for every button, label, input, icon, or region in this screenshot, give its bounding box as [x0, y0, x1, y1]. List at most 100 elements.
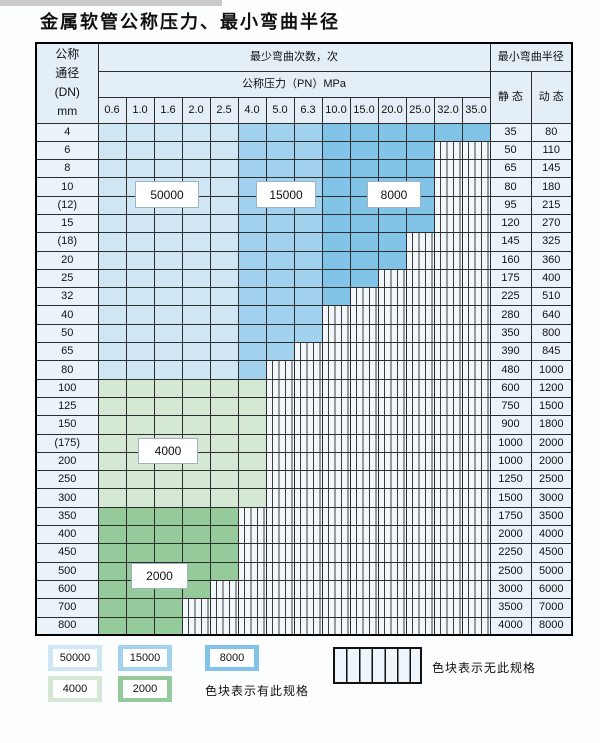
spec-cell — [125, 543, 155, 563]
dynamic-radius-cell: 1000 — [530, 360, 573, 380]
no-spec-cell — [265, 470, 295, 490]
spec-cell — [181, 342, 211, 362]
spec-cell — [377, 159, 407, 179]
no-spec-cell — [461, 140, 491, 161]
no-spec-cell — [321, 506, 351, 527]
static-radius-cell: 900 — [489, 415, 532, 435]
no-spec-cell — [349, 525, 379, 545]
spec-cell — [265, 342, 295, 362]
static-radius-cell: 50 — [489, 140, 532, 161]
spec-cell — [209, 360, 239, 380]
no-spec-cell — [265, 396, 295, 417]
no-spec-cell — [433, 195, 463, 215]
no-spec-cell — [293, 360, 323, 380]
dn-cell: 100 — [35, 378, 99, 398]
spec-cell — [237, 159, 267, 179]
no-spec-cell — [461, 506, 491, 527]
spec-cell — [265, 213, 295, 234]
no-spec-cell — [377, 323, 407, 344]
no-spec-cell — [461, 342, 491, 362]
no-spec-cell — [433, 598, 463, 618]
no-spec-cell — [293, 470, 323, 490]
spec-cell — [125, 506, 155, 527]
dn-cell: 65 — [35, 342, 99, 362]
legend-swatch-15000: 15000 — [118, 645, 172, 671]
dn-cell: 400 — [35, 525, 99, 545]
spec-cell — [377, 213, 407, 234]
pressure-col-header: 5.0 — [265, 96, 295, 124]
spec-cell — [237, 451, 267, 472]
no-spec-cell — [461, 616, 491, 636]
no-spec-cell — [265, 525, 295, 545]
spec-cell — [209, 122, 239, 142]
spec-cell — [181, 360, 211, 380]
spec-cell — [153, 122, 183, 142]
no-spec-cell — [405, 451, 435, 472]
no-spec-cell — [265, 616, 295, 636]
spec-cell — [125, 305, 155, 325]
no-spec-cell — [265, 488, 295, 508]
spec-cell — [209, 451, 239, 472]
no-spec-cell — [237, 506, 267, 527]
dynamic-radius-cell: 8000 — [530, 616, 573, 636]
table-row: 125 750 1500 — [35, 396, 573, 417]
no-spec-cell — [405, 488, 435, 508]
no-spec-cell — [461, 543, 491, 563]
spec-cell — [153, 543, 183, 563]
table-row: 8 65 145 — [35, 159, 573, 179]
spec-cell — [237, 342, 267, 362]
static-radius-cell: 390 — [489, 342, 532, 362]
no-spec-cell — [433, 250, 463, 270]
no-spec-cell — [433, 451, 463, 472]
no-spec-cell — [349, 305, 379, 325]
spec-cell — [97, 396, 127, 417]
no-spec-cell — [321, 561, 351, 581]
spec-cell — [125, 470, 155, 490]
dynamic-radius-cell: 7000 — [530, 598, 573, 618]
no-spec-cell — [349, 470, 379, 490]
no-spec-cell — [181, 598, 211, 618]
pressure-col-header: 2.0 — [181, 96, 211, 124]
legend-swatch-8000-label: 8000 — [210, 649, 254, 667]
static-radius-cell: 145 — [489, 232, 532, 252]
no-spec-cell — [377, 470, 407, 490]
spec-cell — [181, 323, 211, 344]
corner-line-1: 公称 — [55, 47, 80, 62]
table-row: 700 3500 7000 — [35, 598, 573, 618]
dynamic-radius-cell: 4000 — [530, 525, 573, 545]
no-spec-cell — [377, 378, 407, 398]
legend-has-spec-text: 色块表示有此规格 — [205, 684, 310, 698]
static-radius-cell: 2000 — [489, 525, 532, 545]
no-spec-cell — [377, 616, 407, 636]
spec-cell — [405, 213, 435, 234]
no-spec-cell — [349, 598, 379, 618]
no-spec-cell — [405, 506, 435, 527]
spec-cell — [181, 470, 211, 490]
spec-cell — [97, 232, 127, 252]
no-spec-cell — [433, 579, 463, 600]
static-radius-cell: 225 — [489, 287, 532, 307]
corner-header-cell: 公称 通径 (DN) mm — [35, 42, 99, 124]
spec-cell — [153, 323, 183, 344]
spec-cell — [209, 433, 239, 453]
spec-cell — [237, 213, 267, 234]
spec-cell — [125, 268, 155, 289]
spec-cell — [97, 140, 127, 161]
no-spec-cell — [433, 488, 463, 508]
no-spec-cell — [349, 415, 379, 435]
no-spec-cell — [405, 342, 435, 362]
no-spec-cell — [461, 525, 491, 545]
table-row: 400 2000 4000 — [35, 525, 573, 545]
spec-cell — [293, 323, 323, 344]
no-spec-cell — [405, 250, 435, 270]
legend-swatch-2000: 2000 — [118, 676, 172, 702]
spec-cell — [237, 433, 267, 453]
pressure-col-header: 0.6 — [97, 96, 127, 124]
legend-swatch-8000: 8000 — [205, 645, 259, 671]
static-radius-cell: 600 — [489, 378, 532, 398]
spec-cell — [125, 415, 155, 435]
no-spec-cell — [461, 195, 491, 215]
spec-cell — [209, 287, 239, 307]
no-spec-cell — [433, 323, 463, 344]
dn-cell: 25 — [35, 268, 99, 289]
